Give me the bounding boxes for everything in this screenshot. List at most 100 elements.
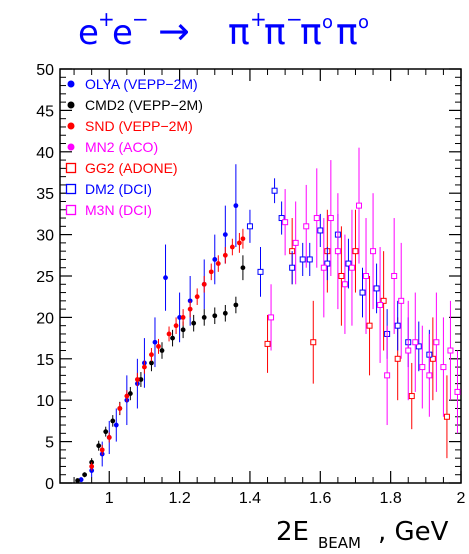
point-marker xyxy=(113,422,119,428)
point-marker xyxy=(173,323,179,329)
data-point xyxy=(370,193,377,310)
data-point xyxy=(201,309,207,326)
point-marker xyxy=(355,202,362,209)
title-pi1: π xyxy=(228,12,250,53)
data-point xyxy=(429,317,436,401)
data-point xyxy=(212,307,218,325)
legend-marker xyxy=(65,183,77,195)
point-marker xyxy=(324,260,331,267)
data-point xyxy=(173,317,179,334)
data-point xyxy=(149,348,154,362)
data-point xyxy=(124,390,130,402)
legend-marker xyxy=(67,80,75,88)
title-e2-sup: − xyxy=(132,7,149,31)
legend-label: CMD2 (VEPP−2M) xyxy=(85,97,203,113)
point-marker xyxy=(454,388,461,395)
point-marker xyxy=(127,391,133,396)
data-point xyxy=(380,251,387,351)
point-marker xyxy=(313,215,320,222)
point-marker xyxy=(370,248,377,255)
data-point xyxy=(110,415,116,427)
point-marker xyxy=(180,315,186,320)
data-point xyxy=(222,304,228,322)
point-marker xyxy=(166,331,172,337)
data-point xyxy=(82,472,88,478)
data-point xyxy=(246,209,253,243)
data-point xyxy=(338,226,345,326)
data-point xyxy=(215,255,221,272)
title-e2: e xyxy=(112,13,133,53)
data-point xyxy=(156,338,161,354)
point-marker xyxy=(201,281,207,287)
data-point xyxy=(303,184,310,268)
data-point xyxy=(324,247,331,281)
point-marker xyxy=(380,297,387,304)
point-marker xyxy=(106,435,112,440)
point-marker xyxy=(303,223,310,230)
point-marker xyxy=(377,301,384,308)
x-axis-label-unit: , GeV xyxy=(378,517,449,547)
data-point xyxy=(299,242,306,276)
point-marker xyxy=(163,275,168,281)
data-point xyxy=(208,263,214,281)
data-point xyxy=(334,193,341,310)
data-point xyxy=(117,402,123,415)
data-point xyxy=(233,296,239,314)
point-marker xyxy=(117,406,123,411)
point-marker xyxy=(447,347,454,354)
data-point xyxy=(412,292,419,392)
data-point xyxy=(201,276,207,293)
point-marker xyxy=(299,256,306,263)
data-point xyxy=(384,325,391,426)
point-marker xyxy=(212,257,218,262)
x-axis-label-sub: BEAM xyxy=(318,534,361,552)
y-tick-label: 35 xyxy=(36,186,54,203)
point-marker xyxy=(110,418,116,424)
legend-label: DM2 (DCI) xyxy=(85,181,152,197)
point-marker xyxy=(149,360,154,366)
point-marker xyxy=(229,244,235,250)
point-marker xyxy=(152,339,158,345)
point-marker xyxy=(320,264,327,271)
point-marker xyxy=(268,314,275,321)
point-marker xyxy=(359,289,366,296)
point-marker xyxy=(208,269,214,275)
point-marker xyxy=(317,227,324,234)
data-point xyxy=(233,164,239,248)
point-marker xyxy=(363,273,370,279)
title-arrow: → xyxy=(158,9,190,53)
point-marker xyxy=(341,281,348,288)
data-point xyxy=(377,247,384,363)
point-marker xyxy=(240,265,246,271)
point-marker xyxy=(345,260,352,267)
legend-entry: DM2 (DCI) xyxy=(65,181,152,197)
data-point xyxy=(268,284,275,351)
data-point xyxy=(289,251,296,285)
point-marker xyxy=(233,302,239,308)
point-marker xyxy=(282,219,289,226)
data-point xyxy=(292,201,299,285)
data-point xyxy=(415,321,422,372)
point-marker xyxy=(264,340,271,347)
legend-label: OLYA (VEPP−2M) xyxy=(85,76,198,92)
legend-entry: MN2 (ACO) xyxy=(67,139,158,155)
title-pi1-sup: + xyxy=(250,7,267,31)
data-point xyxy=(212,234,218,285)
title-pi3-sup: o xyxy=(322,12,333,33)
legend-marker xyxy=(65,204,77,216)
data-point xyxy=(257,247,264,297)
y-tick-label: 30 xyxy=(36,228,54,245)
point-marker xyxy=(170,335,175,341)
title-pi4: π xyxy=(336,12,358,53)
data-point xyxy=(103,426,109,437)
point-marker xyxy=(429,355,436,362)
point-marker xyxy=(334,248,341,255)
point-marker xyxy=(89,464,95,469)
point-marker xyxy=(408,393,415,400)
point-marker xyxy=(99,447,105,453)
point-marker xyxy=(134,377,140,382)
y-tick-label: 15 xyxy=(36,352,54,369)
point-marker xyxy=(96,443,102,449)
data-point xyxy=(447,300,454,401)
point-marker xyxy=(180,327,186,333)
